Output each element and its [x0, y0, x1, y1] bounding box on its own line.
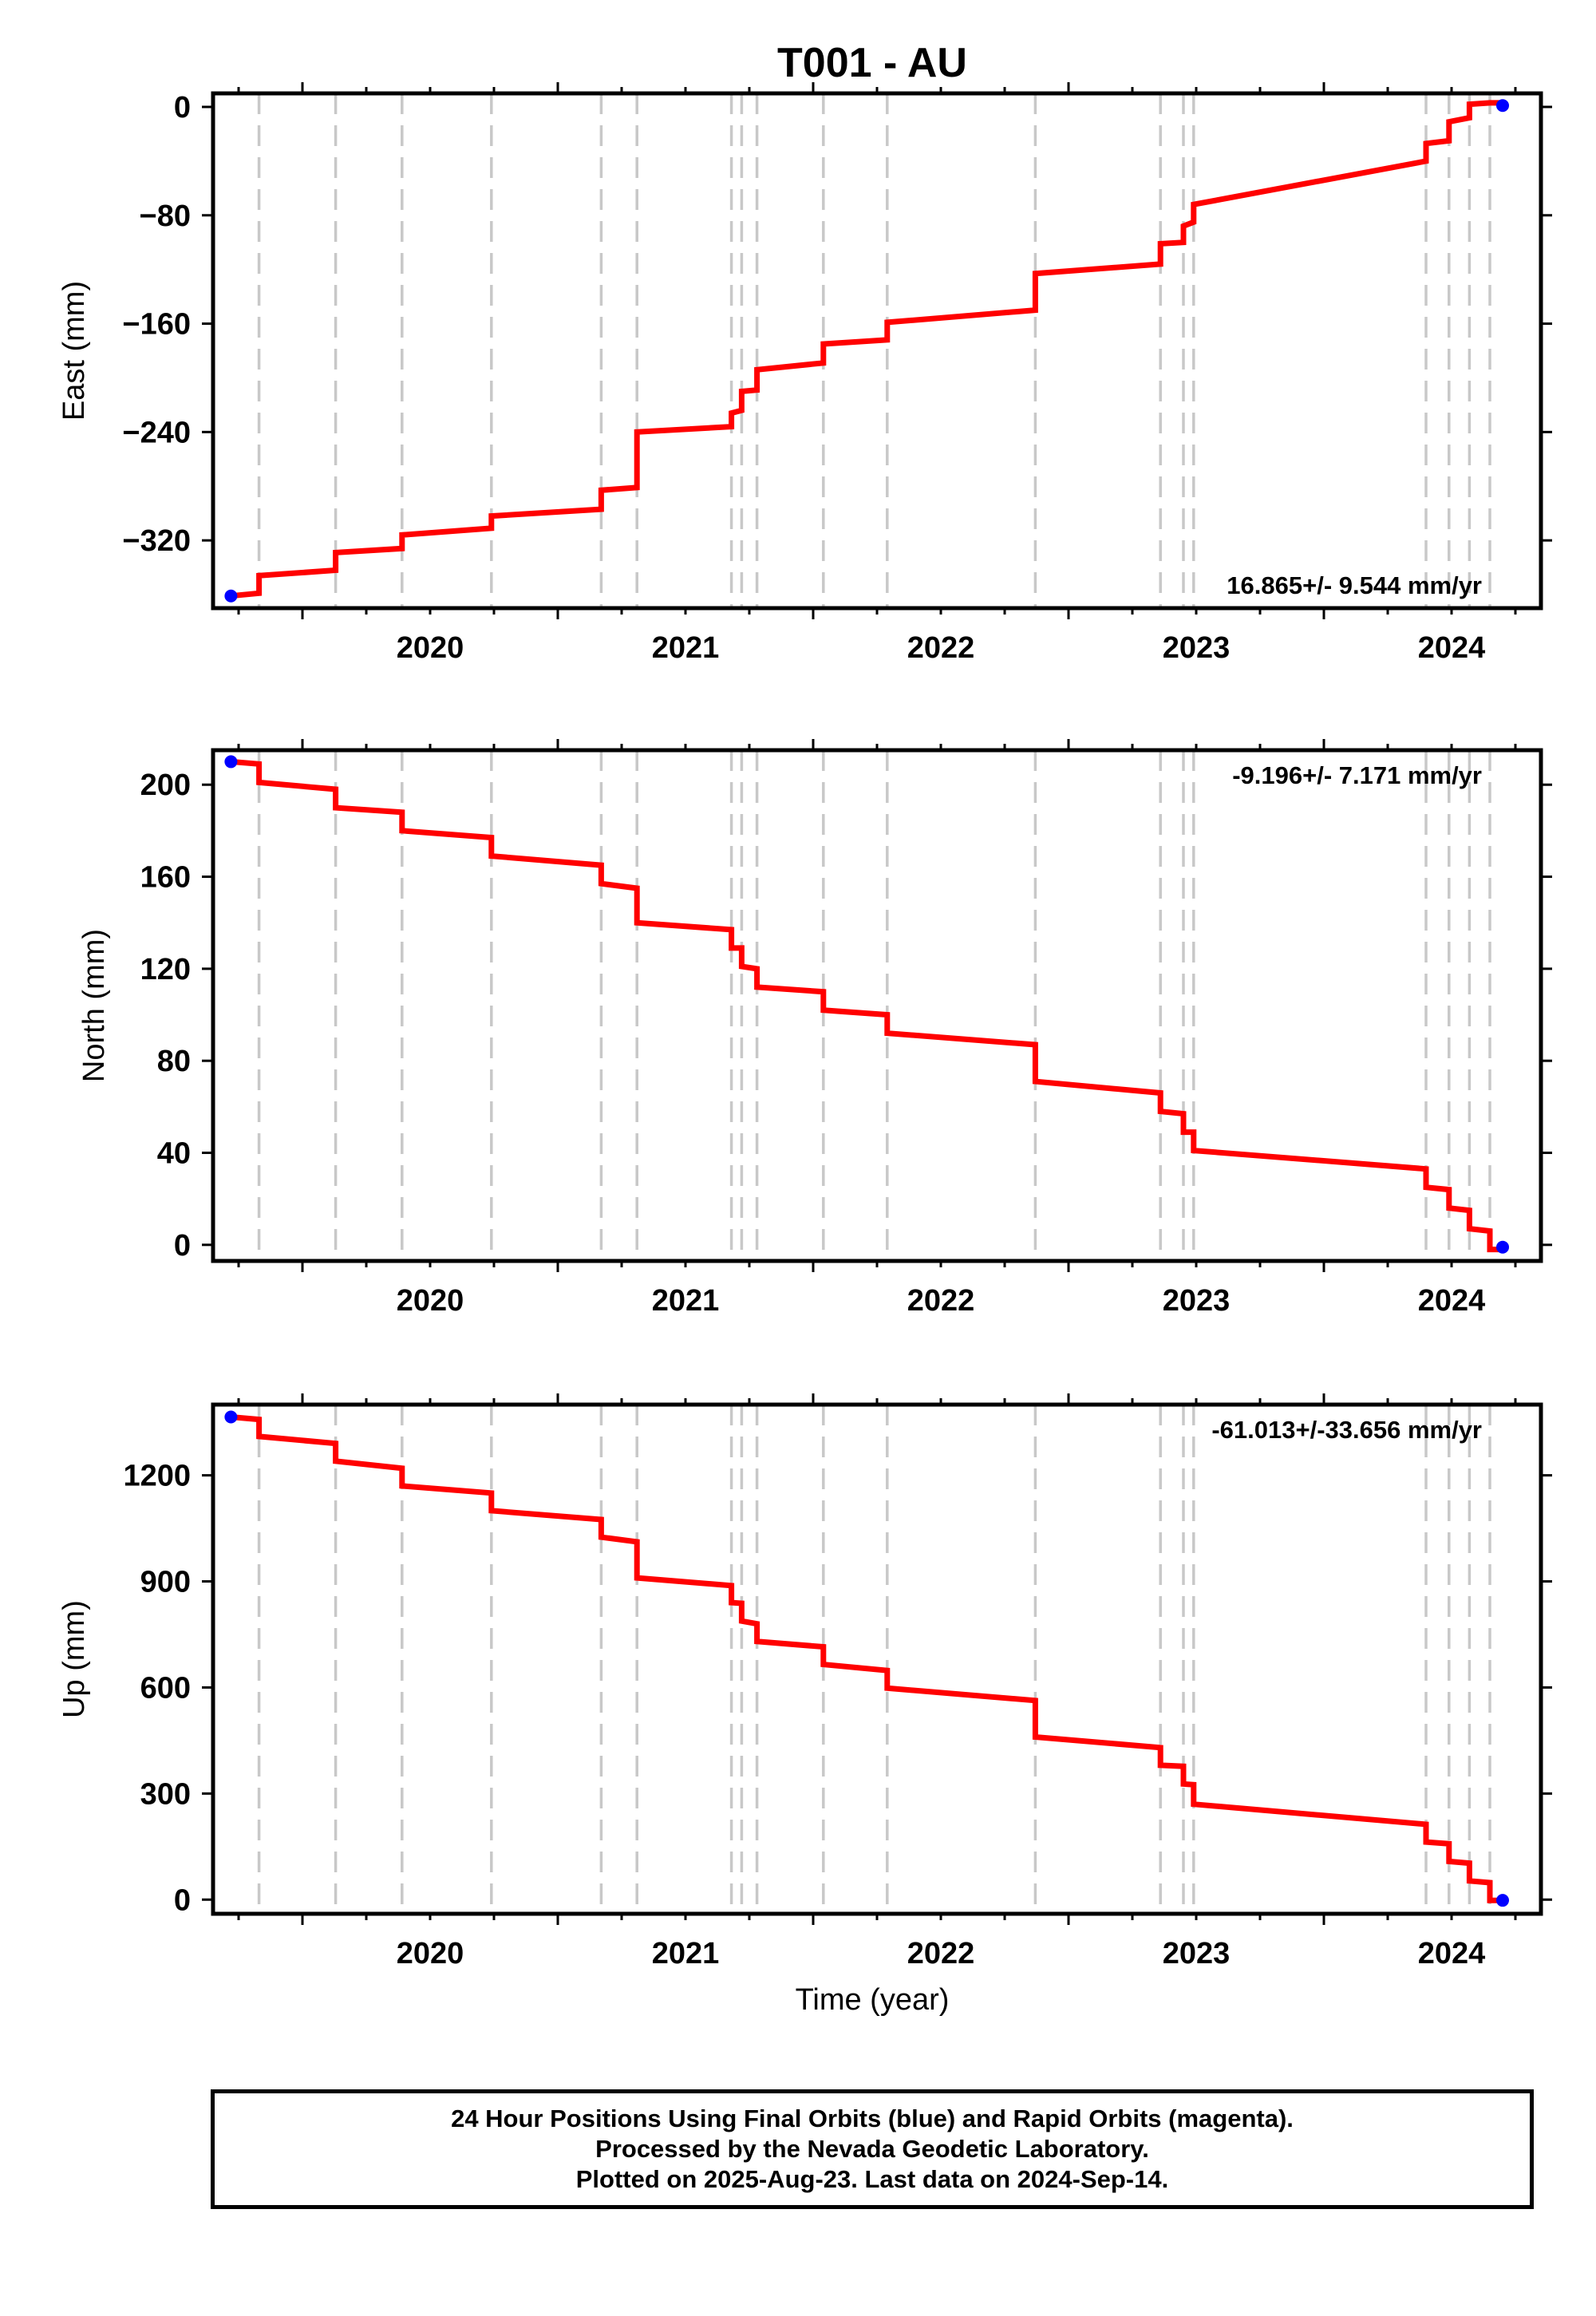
up-y-axis-label: Up (mm) — [57, 1600, 91, 1718]
y-tick-label: 1200 — [123, 1460, 191, 1493]
x-tick-label: 2023 — [1163, 1937, 1231, 1970]
footer-line-2: Processed by the Nevada Geodetic Laborat… — [595, 2135, 1149, 2163]
y-tick-label: −240 — [122, 416, 191, 449]
y-tick-label: 200 — [140, 769, 191, 802]
x-tick-label: 2022 — [907, 1937, 975, 1970]
north-y-axis-label: North (mm) — [77, 929, 111, 1082]
north-observation-point — [224, 755, 238, 769]
x-tick-label: 2024 — [1418, 1937, 1486, 1970]
up-model-line — [231, 1414, 1503, 1903]
footer-box: 24 Hour Positions Using Final Orbits (bl… — [211, 2089, 1534, 2209]
north-frame — [211, 748, 1543, 1263]
y-tick-label: 300 — [140, 1777, 191, 1811]
footer-line-3: Plotted on 2025-Aug-23. Last data on 202… — [575, 2165, 1169, 2193]
x-tick-label: 2023 — [1163, 631, 1231, 665]
up-rate-label: -61.013+/-33.656 mm/yr — [1211, 1416, 1482, 1444]
east-observation-point — [1496, 99, 1509, 113]
y-tick-label: −320 — [122, 524, 191, 558]
up-panel: 1200 900 600 300 0 2020 2021 2022 2023 2024 Up (mm… — [57, 1393, 1552, 1970]
north-observation-point — [1496, 1240, 1509, 1254]
east-y-axis-label: East (mm) — [57, 281, 91, 421]
east-model-line — [231, 100, 1503, 599]
up-frame — [211, 1402, 1543, 1916]
x-tick-label: 2022 — [907, 1284, 975, 1318]
x-tick-label: 2021 — [652, 1284, 720, 1318]
y-tick-label: −80 — [140, 200, 191, 233]
x-tick-label: 2024 — [1418, 1284, 1486, 1318]
chart-title: T001 - AU — [777, 40, 967, 86]
y-tick-label: 160 — [140, 861, 191, 895]
y-tick-label: 0 — [174, 1229, 191, 1263]
east-panel: 0 −80 −160 −240 −320 2020 2021 2022 2023 2024 East… — [57, 82, 1552, 665]
y-tick-label: 600 — [140, 1671, 191, 1705]
east-frame — [211, 91, 1543, 611]
north-panel: 200 160 120 80 40 0 2020 2021 2022 2023 2024 North … — [77, 739, 1552, 1318]
east-observation-point — [224, 589, 238, 603]
y-tick-label: 0 — [174, 91, 191, 124]
up-observation-point — [224, 1410, 238, 1424]
x-tick-label: 2024 — [1418, 631, 1486, 665]
x-tick-label: 2021 — [652, 1937, 720, 1970]
up-observation-point — [1496, 1894, 1509, 1907]
x-axis-label: Time (year) — [796, 1983, 950, 2017]
x-tick-label: 2020 — [397, 1284, 464, 1318]
y-tick-label: 120 — [140, 953, 191, 986]
y-tick-label: 900 — [140, 1566, 191, 1599]
x-tick-label: 2021 — [652, 631, 720, 665]
y-tick-label: 40 — [157, 1137, 191, 1171]
y-tick-label: 80 — [157, 1045, 191, 1078]
y-tick-label: −160 — [122, 308, 191, 342]
x-tick-label: 2020 — [397, 1937, 464, 1970]
x-tick-label: 2022 — [907, 631, 975, 665]
x-tick-label: 2023 — [1163, 1284, 1231, 1318]
north-model-line — [231, 758, 1503, 1253]
y-tick-label: 0 — [174, 1883, 191, 1917]
x-tick-label: 2020 — [397, 631, 464, 665]
north-rate-label: -9.196+/- 7.171 mm/yr — [1232, 761, 1482, 789]
footer-line-1: 24 Hour Positions Using Final Orbits (bl… — [451, 2105, 1294, 2132]
east-rate-label: 16.865+/- 9.544 mm/yr — [1227, 571, 1482, 599]
